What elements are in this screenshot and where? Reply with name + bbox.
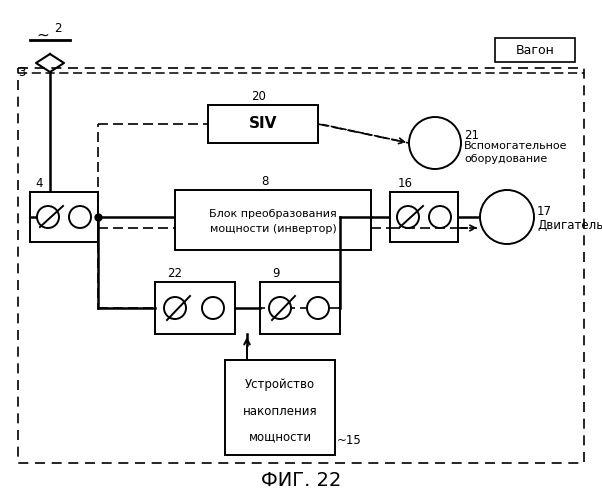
Circle shape <box>429 206 451 228</box>
Text: Устройство: Устройство <box>245 378 315 391</box>
Circle shape <box>202 297 224 319</box>
Circle shape <box>69 206 91 228</box>
Text: Двигатель: Двигатель <box>537 219 602 232</box>
Text: ~: ~ <box>36 28 49 43</box>
Text: Вспомогательное: Вспомогательное <box>464 141 568 151</box>
Circle shape <box>307 297 329 319</box>
Circle shape <box>37 206 59 228</box>
Text: накопления: накопления <box>243 405 317 418</box>
Text: Блок преобразования: Блок преобразования <box>209 209 337 219</box>
Circle shape <box>269 297 291 319</box>
Bar <box>208 105 318 143</box>
Bar <box>225 360 335 455</box>
Bar <box>18 68 584 463</box>
Text: Вагон: Вагон <box>515 44 554 57</box>
Text: 8: 8 <box>261 175 268 188</box>
Text: 20: 20 <box>252 90 267 103</box>
Bar <box>30 192 98 242</box>
Bar <box>175 190 371 250</box>
Text: оборудование: оборудование <box>464 154 547 164</box>
Text: 21: 21 <box>464 129 479 142</box>
Text: 3: 3 <box>18 66 25 80</box>
Text: мощности (инвертор): мощности (инвертор) <box>209 224 337 234</box>
Text: мощности: мощности <box>249 430 312 443</box>
Text: 2: 2 <box>54 22 61 35</box>
Text: 22: 22 <box>167 267 182 280</box>
Bar <box>260 282 340 334</box>
Bar <box>495 38 575 62</box>
Text: ФИГ. 22: ФИГ. 22 <box>261 471 341 490</box>
Text: 17: 17 <box>537 205 552 218</box>
Circle shape <box>480 190 534 244</box>
Circle shape <box>409 117 461 169</box>
Circle shape <box>397 206 419 228</box>
Text: SIV: SIV <box>249 116 277 132</box>
Text: 4: 4 <box>35 177 43 190</box>
Circle shape <box>164 297 186 319</box>
Text: 9: 9 <box>272 267 279 280</box>
Text: 16: 16 <box>398 177 413 190</box>
Bar <box>155 282 235 334</box>
Bar <box>390 192 458 242</box>
Text: ~15: ~15 <box>337 434 362 447</box>
